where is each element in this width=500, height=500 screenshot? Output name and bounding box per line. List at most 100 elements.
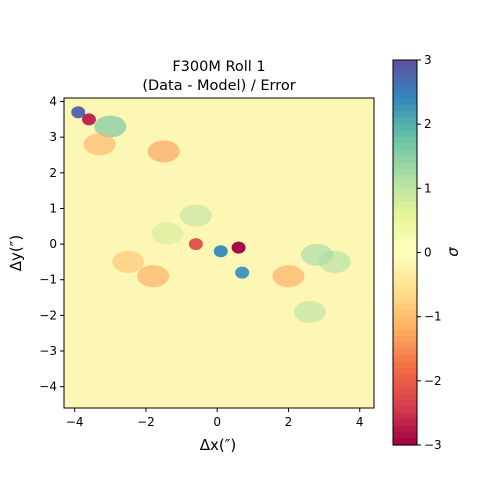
colorbar-segment	[393, 374, 417, 382]
colorbar-segment	[393, 85, 417, 93]
colorbar-segment	[393, 329, 417, 337]
colorbar-segment	[393, 393, 417, 401]
colorbar-segment	[393, 66, 417, 74]
colorbar-segment	[393, 400, 417, 408]
colorbar-segment	[393, 432, 417, 440]
x-tick-label: −4	[66, 415, 84, 429]
colorbar-segment	[393, 156, 417, 164]
residual-feature	[147, 140, 180, 163]
colorbar-segment	[393, 348, 417, 356]
residual-feature	[293, 300, 326, 323]
residual-feature	[94, 115, 127, 138]
colorbar-tick-label: 2	[424, 117, 432, 131]
x-tick-label: −2	[137, 415, 155, 429]
colorbar-segment	[393, 342, 417, 350]
colorbar-segment	[393, 137, 417, 145]
colorbar-segment	[393, 149, 417, 157]
colorbar-segment	[393, 258, 417, 266]
y-tick-label: 3	[49, 130, 57, 144]
heatmap-features	[71, 106, 351, 323]
colorbar-segment	[393, 316, 417, 324]
colorbar-segment	[393, 323, 417, 331]
colorbar-segment	[393, 284, 417, 292]
colorbar-tick-label: 1	[424, 181, 432, 195]
colorbar-tick-label: −3	[424, 438, 442, 452]
colorbar-tick-label: −2	[424, 374, 442, 388]
colorbar-segment	[393, 79, 417, 87]
y-tick-label: −3	[39, 344, 57, 358]
colorbar-segment	[393, 72, 417, 80]
residual-feature	[81, 113, 96, 126]
colorbar-segment	[393, 246, 417, 254]
residual-feature	[137, 265, 170, 288]
residual-feature	[179, 204, 212, 227]
colorbar-segment	[393, 380, 417, 388]
colorbar-segment	[393, 406, 417, 414]
colorbar-segment	[393, 143, 417, 151]
colorbar-segment	[393, 111, 417, 119]
colorbar-segment	[393, 425, 417, 433]
y-tick-label: −1	[39, 273, 57, 287]
colorbar-segment	[393, 169, 417, 177]
colorbar-gradient	[393, 60, 417, 446]
colorbar-segment	[393, 104, 417, 112]
colorbar-segment	[393, 335, 417, 343]
residual-feature	[318, 250, 351, 273]
y-tick-label: 2	[49, 166, 57, 180]
y-tick-label: 4	[49, 95, 57, 109]
x-tick-label: 0	[213, 415, 221, 429]
colorbar-ticks: −3 −2 −1 0 1 2 3	[417, 53, 442, 452]
colorbar-segment	[393, 220, 417, 228]
heatmap-plot	[64, 98, 374, 408]
residual-feature	[151, 222, 184, 245]
colorbar-tick-label: 3	[424, 53, 432, 67]
colorbar-segment	[393, 265, 417, 273]
colorbar-tick-label: −1	[424, 310, 442, 324]
colorbar-segment	[393, 278, 417, 286]
colorbar-segment	[393, 188, 417, 196]
residual-feature	[235, 266, 250, 279]
colorbar-segment	[393, 368, 417, 376]
residual-feature	[83, 133, 116, 156]
colorbar-segment	[393, 201, 417, 209]
colorbar-label: σ	[444, 247, 462, 257]
colorbar-segment	[393, 310, 417, 318]
colorbar-segment	[393, 233, 417, 241]
y-tick-label: 0	[49, 237, 57, 251]
residual-feature	[213, 245, 228, 258]
colorbar-segment	[393, 355, 417, 363]
colorbar-segment	[393, 181, 417, 189]
colorbar-segment	[393, 252, 417, 260]
residual-feature	[112, 250, 145, 273]
colorbar-segment	[393, 271, 417, 279]
axes-frame	[63, 97, 375, 409]
colorbar-segment	[393, 124, 417, 132]
colorbar-segment	[393, 130, 417, 138]
colorbar-segment	[393, 226, 417, 234]
x-axis-ticks: −4 −2 0 2 4	[66, 408, 364, 429]
colorbar-segment	[393, 162, 417, 170]
y-tick-label: −2	[39, 308, 57, 322]
colorbar-tick-label: 0	[424, 246, 432, 260]
colorbar-segment	[393, 412, 417, 420]
colorbar-segment	[393, 194, 417, 202]
colorbar-segment	[393, 92, 417, 100]
colorbar-segment	[393, 207, 417, 215]
y-tick-label: 1	[49, 201, 57, 215]
x-tick-label: 4	[356, 415, 364, 429]
colorbar-segment	[393, 361, 417, 369]
colorbar-segment	[393, 239, 417, 247]
x-axis-label: Δx(″)	[200, 436, 236, 454]
chart-title-line-1: F300M Roll 1	[172, 59, 265, 75]
colorbar-segment	[393, 438, 417, 446]
colorbar: −3 −2 −1 0 1 2 3 σ	[392, 53, 462, 452]
residual-feature	[188, 238, 203, 251]
y-tick-label: −4	[39, 380, 57, 394]
residual-feature	[272, 265, 305, 288]
y-axis-label: Δy(″)	[7, 235, 25, 271]
x-tick-label: 2	[285, 415, 293, 429]
colorbar-segment	[393, 303, 417, 311]
colorbar-segment	[393, 98, 417, 106]
y-axis-ticks: −4 −3 −2 −1 0 1 2 3 4	[39, 95, 64, 394]
